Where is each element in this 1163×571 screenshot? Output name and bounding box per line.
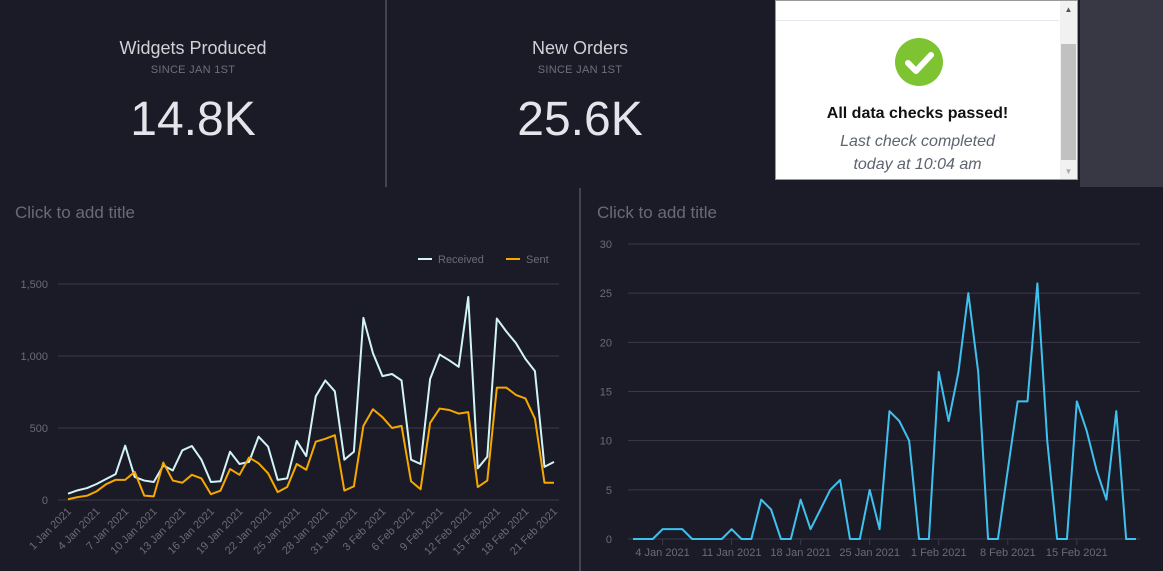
scrollbar[interactable]: ▲ ▼	[1060, 1, 1077, 179]
y-tick-label: 5	[606, 485, 612, 497]
scroll-up-arrow-icon[interactable]: ▲	[1064, 5, 1073, 14]
y-tick-label: 1,500	[20, 279, 48, 291]
kpi-subtitle: SINCE JAN 1ST	[537, 64, 623, 76]
scrollbar-thumb[interactable]	[1061, 44, 1076, 160]
status-message: All data checks passed!	[826, 105, 1009, 122]
divider	[776, 20, 1059, 21]
y-tick-label: 0	[606, 534, 612, 546]
kpi-title: Widgets Produced	[119, 38, 267, 58]
kpi-subtitle: SINCE JAN 1ST	[150, 64, 236, 76]
kpi-widgets-produced: Widgets Produced SINCE JAN 1ST 14.8K	[0, 0, 386, 187]
y-tick-label: 1,000	[20, 351, 48, 363]
legend-label: Sent	[526, 254, 549, 266]
series-line-received	[67, 295, 555, 495]
x-tick-label: 8 Feb 2021	[980, 547, 1036, 559]
check-circle-icon	[895, 38, 943, 86]
series-line-values	[633, 282, 1136, 540]
status-time: today at 10:04 am	[853, 156, 982, 173]
kpi-title: New Orders	[531, 38, 629, 58]
kpi-value: 25.6K	[517, 93, 643, 146]
divider	[385, 0, 387, 187]
y-tick-label: 30	[600, 239, 612, 251]
series-line-sent	[67, 386, 554, 501]
background-panel	[1080, 0, 1163, 187]
y-tick-label: 500	[30, 423, 48, 435]
scroll-down-arrow-icon[interactable]: ▼	[1064, 167, 1073, 176]
status-detail: Last check completed	[840, 133, 995, 150]
kpi-new-orders: New Orders SINCE JAN 1ST 25.6K	[387, 0, 773, 187]
x-tick-label: 25 Jan 2021	[839, 547, 900, 559]
y-tick-label: 20	[600, 337, 612, 349]
kpi-value: 14.8K	[130, 93, 256, 146]
y-tick-label: 25	[600, 288, 612, 300]
y-tick-label: 0	[42, 495, 48, 507]
chart-title-placeholder[interactable]: Click to add title	[597, 203, 717, 222]
x-tick-label: 4 Jan 2021	[635, 547, 689, 559]
x-tick-label: 18 Jan 2021	[770, 547, 831, 559]
x-tick-label: 15 Feb 2021	[1046, 547, 1108, 559]
data-checks-card: All data checks passed! Last check compl…	[775, 0, 1078, 180]
x-tick-label: 1 Feb 2021	[911, 547, 967, 559]
legend-label: Received	[438, 254, 484, 266]
divider	[579, 188, 581, 571]
y-tick-label: 15	[600, 387, 612, 399]
x-tick-label: 11 Jan 2021	[702, 547, 762, 559]
y-tick-label: 10	[600, 436, 612, 448]
chart-title-placeholder[interactable]: Click to add title	[15, 203, 135, 222]
